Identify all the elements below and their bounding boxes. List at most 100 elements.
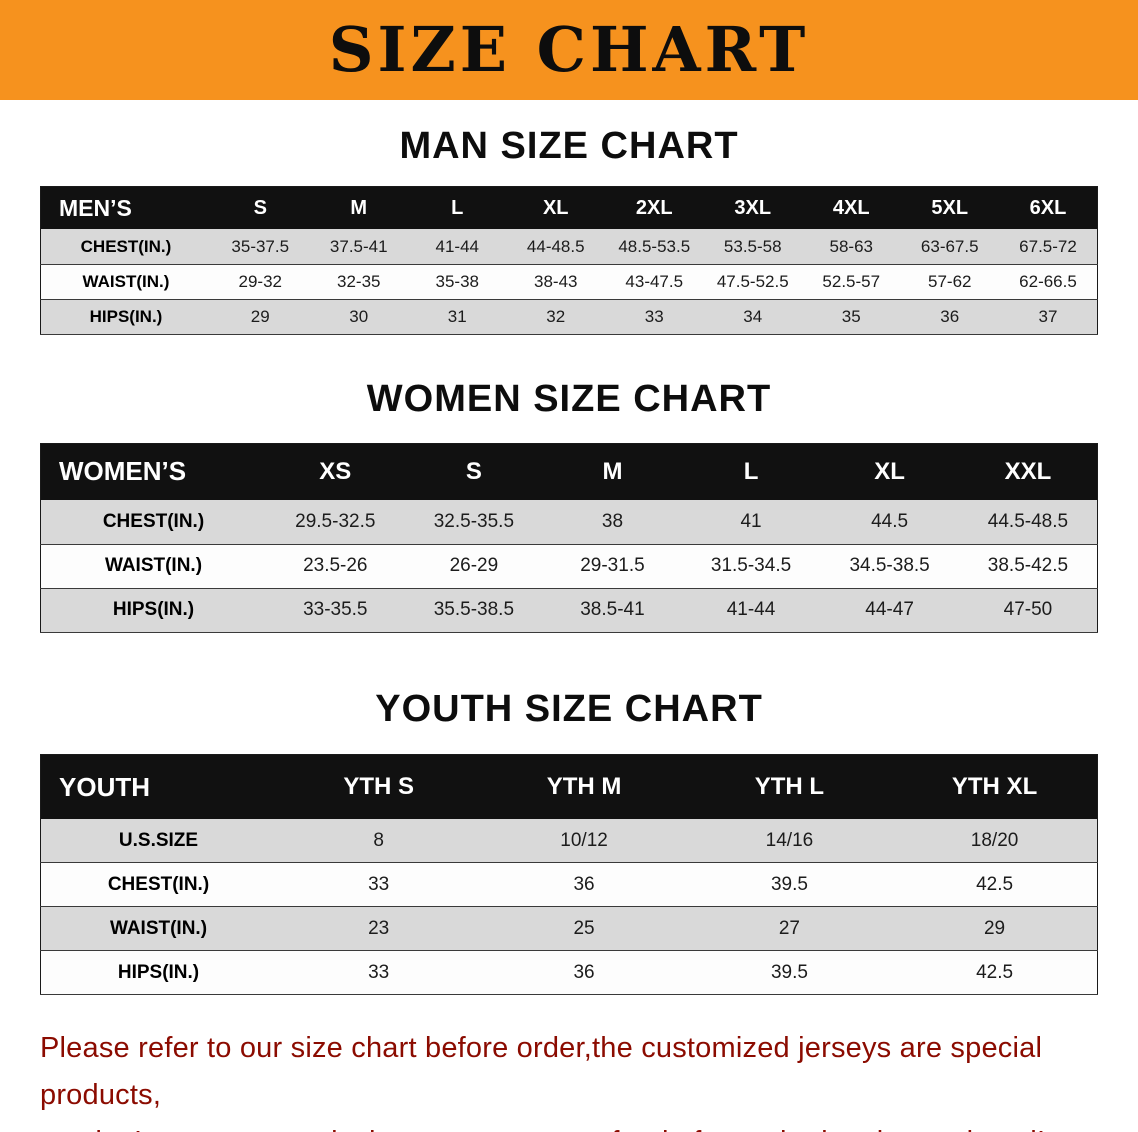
size-value-cell: 26-29 [449,555,499,577]
size-value-cell: 39.5 [770,873,808,895]
size-value-cell: 44.5-48.5 [987,510,1069,532]
size-column-header: M [543,443,682,501]
size-value-cell: 44.5 [871,510,909,532]
size-column-header: XXL [958,443,1098,501]
footer-note: Please refer to our size chart before or… [40,1025,1098,1132]
size-value-cell: 43-47.5 [625,271,684,291]
size-value-cell: 38.5-41 [580,599,645,621]
youth-size-section: YOUTH SIZE CHART YOUTH YTH S YTH M YTH L YTH… [0,687,1138,996]
table-header-row: WOMEN’S XS S M L XL XXL [40,443,1098,501]
size-value-cell: 36 [573,873,595,895]
size-value-cell: 25 [573,917,595,939]
size-value-cell: 31 [447,306,467,326]
size-column-header: YTH L [686,754,893,819]
size-value-cell: 35-37.5 [231,236,290,256]
size-value-cell: 32-35 [337,271,381,291]
size-value-cell: 27 [778,917,800,939]
size-value-cell: 47.5-52.5 [716,271,789,291]
row-label: WAIST(IN.) [104,555,203,577]
youth-section-heading: YOUTH SIZE CHART [375,687,763,730]
size-value-cell: 29-31.5 [580,555,645,577]
size-column-header: XL [506,186,605,230]
table-corner-label: YOUTH [40,754,276,819]
size-value-cell: 29 [250,306,270,326]
row-label: CHEST(IN.) [107,873,210,895]
size-column-header: S [211,186,310,230]
size-value-cell: 18/20 [970,829,1019,851]
row-label: CHEST(IN.) [102,510,205,532]
size-value-cell: 58-63 [829,236,873,256]
row-label: HIPS(IN.) [117,961,200,983]
size-value-cell: 37 [1038,306,1058,326]
footer-note-line-1: Please refer to our size chart before or… [40,1032,1043,1112]
table-row: HIPS(IN.) 33-35.5 35.5-38.5 38.5-41 41-44 44-… [40,588,1098,633]
table-row: WAIST(IN.) 23 25 27 29 [40,906,1098,951]
size-value-cell: 36 [573,961,595,983]
size-value-cell: 33 [644,306,664,326]
size-value-cell: 41-44 [435,236,479,256]
size-value-cell: 62-66.5 [1019,271,1077,291]
size-value-cell: 41-44 [726,599,776,621]
table-row: HIPS(IN.) 29 30 31 32 33 34 35 36 37 [40,299,1098,335]
row-label: U.S.SIZE [118,829,199,851]
row-label: WAIST(IN.) [109,917,208,939]
size-column-header: 4XL [802,186,901,230]
table-row: CHEST(IN.) 35-37.5 37.5-41 41-44 44-48.5 48.5… [40,229,1098,265]
size-value-cell: 33-35.5 [303,599,368,621]
size-value-cell: 35.5-38.5 [433,599,515,621]
row-label: WAIST(IN.) [82,271,170,291]
youth-size-table: YOUTH YTH S YTH M YTH L YTH XL U.S.SIZE 8 10/12… [40,754,1098,996]
size-value-cell: 42.5 [976,873,1014,895]
size-column-header: 6XL [999,186,1098,230]
row-label: HIPS(IN.) [89,306,163,326]
size-value-cell: 47-50 [1003,599,1053,621]
row-label: HIPS(IN.) [112,599,195,621]
row-label: CHEST(IN.) [80,236,172,256]
size-column-header: 5XL [900,186,999,230]
size-value-cell: 29.5-32.5 [295,510,376,532]
table-header-row: YOUTH YTH S YTH M YTH L YTH XL [40,754,1098,819]
size-column-header: XL [820,443,959,501]
banner: SIZE CHART [0,0,1138,100]
size-column-header: YTH S [276,754,482,819]
size-value-cell: 53.5-58 [723,236,782,256]
size-value-cell: 23 [368,917,390,939]
size-value-cell: 35 [841,306,861,326]
size-value-cell: 44-48.5 [526,236,585,256]
size-value-cell: 34 [743,306,763,326]
table-row: U.S.SIZE 8 10/12 14/16 18/20 [40,818,1098,863]
size-value-cell: 29-32 [238,271,282,291]
size-value-cell: 35-38 [435,271,479,291]
table-corner-label: MEN’S [40,186,211,230]
page-title: SIZE CHART [328,13,810,86]
size-value-cell: 10/12 [560,829,608,851]
size-value-cell: 31.5-34.5 [710,555,792,577]
size-value-cell: 14/16 [765,829,814,851]
size-value-cell: 39.5 [770,961,808,983]
table-header-row: MEN’S S M L XL 2XL 3XL 4XL 5XL 6XL [40,186,1098,230]
size-value-cell: 32.5-35.5 [433,510,515,532]
table-row: WAIST(IN.) 29-32 32-35 35-38 38-43 43-47.5 47.… [40,264,1098,300]
size-value-cell: 33 [368,873,390,895]
size-value-cell: 32 [546,306,566,326]
size-value-cell: 30 [349,306,369,326]
size-value-cell: 23.5-26 [303,555,368,577]
size-column-header: L [408,186,507,230]
size-column-header: 3XL [703,186,802,230]
size-value-cell: 38 [601,510,624,532]
table-row: HIPS(IN.) 33 36 39.5 42.5 [40,950,1098,995]
size-column-header: S [404,443,544,501]
size-value-cell: 52.5-57 [822,271,881,291]
size-value-cell: 41 [740,510,762,532]
size-value-cell: 48.5-53.5 [618,236,691,256]
size-value-cell: 33 [368,961,390,983]
table-row: WAIST(IN.) 23.5-26 26-29 29-31.5 31.5-34.5 34… [40,544,1098,589]
size-value-cell: 63-67.5 [920,236,979,256]
size-value-cell: 38.5-42.5 [987,555,1069,577]
size-value-cell: 44-47 [865,599,914,621]
size-column-header: 2XL [605,186,704,230]
men-section-heading: MAN SIZE CHART [399,125,739,167]
size-column-header: L [681,443,821,501]
size-value-cell: 67.5-72 [1019,236,1077,256]
